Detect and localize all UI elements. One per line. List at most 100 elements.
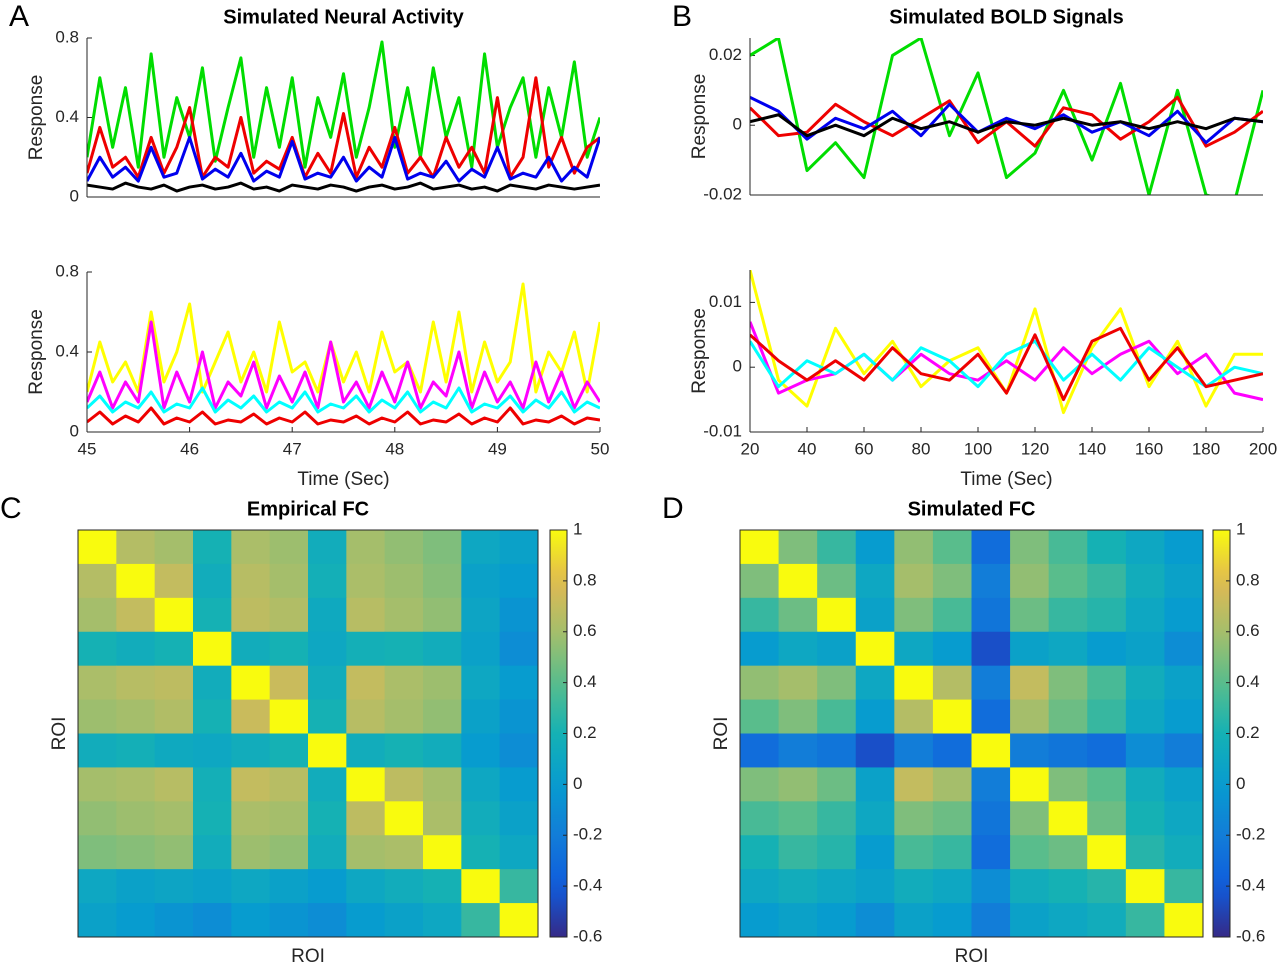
cell [740, 665, 780, 701]
cell [894, 597, 934, 633]
cell [1048, 869, 1088, 904]
cell [778, 903, 818, 938]
x-tick-label: 20 [741, 439, 760, 458]
cell [894, 835, 934, 870]
y-tick-label: 0 [70, 421, 79, 440]
cell [1010, 869, 1050, 904]
cell [971, 869, 1011, 904]
cell [193, 563, 232, 599]
cell [932, 563, 972, 599]
cell [154, 631, 194, 667]
cell [740, 801, 780, 836]
cell [971, 631, 1011, 667]
cell [384, 563, 424, 599]
cell [231, 767, 271, 802]
cell [193, 733, 232, 768]
cell [932, 597, 972, 633]
cell [1087, 801, 1127, 836]
cell [269, 801, 309, 836]
series-line [87, 76, 600, 179]
x-tick-label: 100 [964, 439, 992, 458]
plot-lines [750, 270, 1263, 415]
cell [423, 530, 462, 565]
cell [116, 869, 156, 904]
cell [193, 699, 232, 734]
cell [269, 631, 309, 667]
cell [423, 835, 462, 870]
cell [1164, 699, 1204, 734]
cell [971, 733, 1011, 768]
colorbar-tick-label: 0 [573, 774, 582, 793]
series-line [87, 40, 600, 169]
cell [346, 631, 386, 667]
cell [1125, 903, 1165, 938]
cell [384, 597, 424, 633]
cell [308, 631, 347, 667]
cell [778, 665, 818, 701]
cell [461, 699, 501, 734]
y-tick-label: 0.01 [709, 292, 742, 311]
series-line [87, 181, 600, 193]
cell [499, 869, 539, 904]
cell [778, 631, 818, 667]
cell [231, 563, 271, 599]
cell [1048, 597, 1088, 633]
cell [894, 801, 934, 836]
colorbar-tick-label: 0.6 [573, 621, 597, 640]
cell [971, 530, 1011, 565]
y-tick-label: 0 [70, 186, 79, 205]
cell [269, 665, 309, 701]
cell [971, 563, 1011, 599]
cell [932, 767, 972, 802]
cell [1048, 530, 1088, 565]
cell [231, 665, 271, 701]
x-tick-label: 200 [1249, 439, 1277, 458]
colorbar-tick-label: 0.4 [1236, 672, 1260, 691]
series-line [750, 113, 1263, 138]
chart-title: Simulated Neural Activity [223, 6, 464, 28]
cell [78, 665, 117, 701]
cell [78, 903, 117, 938]
cell [971, 835, 1011, 870]
cell [971, 767, 1011, 802]
cell [154, 530, 194, 565]
x-tick-label: 46 [180, 439, 199, 458]
cell [423, 903, 462, 938]
cell [78, 563, 117, 599]
cell [423, 631, 462, 667]
cell [1048, 665, 1088, 701]
cell [817, 903, 857, 938]
cell [308, 699, 347, 734]
cell [231, 869, 271, 904]
cell [1164, 563, 1204, 599]
cell [116, 733, 156, 768]
cell [384, 869, 424, 904]
cell [78, 530, 117, 565]
cell [894, 665, 934, 701]
cell [971, 801, 1011, 836]
cell [855, 699, 895, 734]
cell [308, 733, 347, 768]
cell [499, 801, 539, 836]
panel-label: C [0, 492, 22, 525]
cell [154, 597, 194, 633]
cell [193, 665, 232, 701]
cell [932, 530, 972, 565]
cell [932, 631, 972, 667]
cell [1087, 699, 1127, 734]
x-tick-label: 49 [488, 439, 507, 458]
cell [461, 767, 501, 802]
chart-title: Simulated BOLD Signals [889, 6, 1123, 28]
series-line [87, 386, 600, 414]
colorbar-tick-label: 0.6 [1236, 621, 1260, 640]
cell [1087, 835, 1127, 870]
cell [346, 597, 386, 633]
cell [461, 869, 501, 904]
cell [1010, 801, 1050, 836]
cell [423, 767, 462, 802]
cell [1048, 835, 1088, 870]
colorbar-tick-label: -0.2 [573, 825, 602, 844]
cell [78, 801, 117, 836]
cell [269, 563, 309, 599]
